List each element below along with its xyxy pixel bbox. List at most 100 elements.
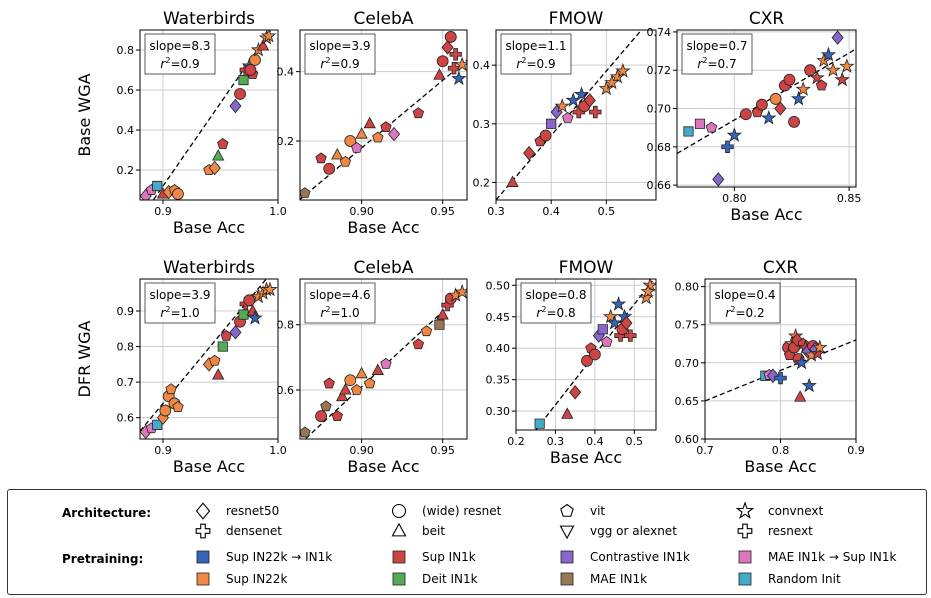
data-point <box>588 348 601 361</box>
legend-architecture-heading: Architecture: <box>62 506 152 520</box>
square-fill-marker-icon <box>738 572 752 586</box>
subplot-title: CelebA <box>354 9 414 29</box>
annotation-box <box>500 33 572 75</box>
data-point <box>609 68 626 84</box>
data-point <box>159 404 172 417</box>
legend-marker <box>736 502 754 519</box>
data-point <box>546 118 557 129</box>
data-point <box>436 55 449 68</box>
data-point <box>152 180 163 192</box>
data-point <box>209 354 221 366</box>
data-point <box>834 71 850 87</box>
x-axis-label: Base Acc <box>173 457 245 476</box>
data-point <box>769 93 782 105</box>
y-tick-label: 0.65 <box>675 395 700 408</box>
legend-arch-5: densenet <box>194 522 282 540</box>
data-point <box>705 121 718 133</box>
data-point <box>554 98 570 113</box>
data-point <box>783 73 796 86</box>
data-point <box>247 310 263 325</box>
data-point <box>534 418 545 429</box>
annotation-box <box>709 282 781 324</box>
data-point <box>815 79 828 91</box>
legend-arch-6: beit <box>390 522 445 540</box>
data-point <box>449 48 462 61</box>
legend-label: vgg or alexnet <box>590 524 677 538</box>
data-point <box>412 107 425 119</box>
data-point <box>602 308 619 324</box>
x-tick-label: 0.5 <box>598 205 616 218</box>
legend-arch-4: convnext <box>736 502 823 520</box>
y-tick-label: 0.68 <box>647 141 672 154</box>
data-point <box>380 121 392 132</box>
square-fill-marker-icon <box>392 572 406 586</box>
data-point <box>262 281 278 297</box>
data-point <box>694 118 706 129</box>
data-point <box>615 62 631 78</box>
slope-annotation: slope=3.9 <box>309 39 370 53</box>
y-axis-label: Base WGA <box>75 73 94 156</box>
data-point <box>597 324 608 335</box>
r2-annotation: r2=0.9 <box>320 56 359 71</box>
y-tick-label: 0.8 <box>117 341 135 354</box>
data-point <box>444 31 457 43</box>
r2-annotation: r2=0.7 <box>697 56 736 71</box>
data-point <box>363 116 376 129</box>
y-tick-label: 0.6 <box>117 412 135 425</box>
data-point <box>339 155 352 167</box>
legend-label: Sup IN1k <box>422 550 476 564</box>
data-point <box>726 127 743 142</box>
legend-marker <box>391 503 407 519</box>
legend-pretrain-7: MAE IN1k <box>558 570 647 588</box>
data-point <box>569 385 582 400</box>
legend-pretrain-1: Sup IN22k → IN1k <box>194 548 332 566</box>
data-point <box>212 368 225 380</box>
data-point <box>238 309 249 320</box>
y-tick-label: 0.72 <box>647 64 672 77</box>
legend-arch-7: vgg or alexnet <box>558 522 677 540</box>
legend-label: convnext <box>768 504 824 518</box>
data-point <box>620 315 633 331</box>
data-point <box>344 374 357 387</box>
data-point <box>372 131 384 143</box>
legend-marker <box>737 523 753 539</box>
data-point <box>217 341 228 352</box>
y-tick-label: 0.60 <box>675 433 700 446</box>
subplot-title: FMOW <box>549 9 604 29</box>
data-point <box>355 127 368 139</box>
data-point <box>243 294 256 307</box>
data-point <box>820 46 837 62</box>
subplot-title: Waterbirds <box>163 258 255 278</box>
y-tick-label: 0.66 <box>647 179 672 192</box>
data-point <box>642 279 656 292</box>
x-axis-label: Base Acc <box>744 457 816 476</box>
annotation-box <box>681 33 753 75</box>
subplot-title: Waterbirds <box>163 9 255 29</box>
data-point <box>721 140 734 153</box>
x-axis-label: Base Acc <box>347 457 419 476</box>
y-tick-label: 0.8 <box>277 319 295 332</box>
legend-pretrain-5: Sup IN22k <box>194 570 287 588</box>
pentagon-marker-icon <box>560 503 574 517</box>
data-point <box>795 81 811 96</box>
data-point <box>315 410 327 423</box>
triangle-marker-icon <box>391 522 407 537</box>
data-point <box>573 86 590 102</box>
plot-frame <box>676 29 857 188</box>
y-tick-label: 0.4 <box>473 59 491 72</box>
subplot-6: 0.90 0.95 0.6 0.8 slope=4.6 r2=1.0 CelebA Base … <box>277 258 468 476</box>
subplot-8: 0.7 0.8 0.9 0.60 0.65 0.70 0.75 0.80 slope=0.4 r2… <box>675 258 865 476</box>
square-fill-marker-icon <box>196 572 210 586</box>
data-point <box>601 335 613 347</box>
data-point <box>351 141 363 153</box>
legend-label: Sup IN22k → IN1k <box>226 550 333 564</box>
data-point <box>761 109 777 125</box>
legend-label: MAE IN1k → Sup IN1k <box>768 550 897 564</box>
data-point <box>364 377 376 389</box>
y-tick-label: 0.2 <box>277 135 295 148</box>
data-point <box>793 354 810 370</box>
data-point <box>804 64 817 77</box>
circle-marker-icon <box>391 503 407 519</box>
legend-pretrain-4: MAE IN1k → Sup IN1k <box>736 548 897 566</box>
square-fill-marker-icon <box>196 550 210 564</box>
